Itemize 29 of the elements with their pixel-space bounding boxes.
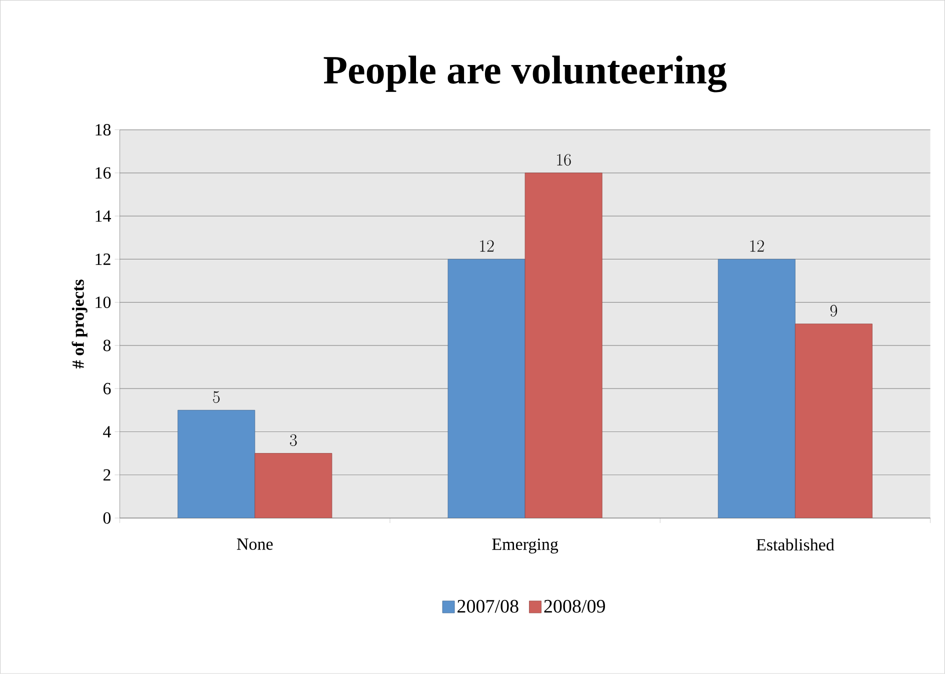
data-label: 3: [290, 434, 297, 446]
y-tick-label: 8: [103, 340, 111, 352]
data-label: 9: [830, 305, 838, 317]
chart-title: People are volunteering: [324, 56, 727, 92]
bar: [448, 259, 526, 518]
y-tick-label: 16: [96, 167, 111, 179]
data-label: 16: [557, 154, 571, 166]
legend-label: 2008/09: [544, 600, 605, 613]
y-tick-label: 12: [96, 254, 110, 265]
y-tick-label: 2: [103, 469, 110, 481]
legend-label: 2007/08: [458, 600, 518, 613]
x-tick-label: None: [236, 538, 273, 550]
x-tick-label: Established: [756, 538, 834, 551]
y-tick-label: 18: [96, 124, 111, 136]
bar: [795, 324, 872, 518]
y-tick-label: 4: [103, 426, 111, 438]
x-tick-label: Emerging: [492, 538, 558, 554]
bar: [254, 453, 332, 518]
y-tick-label: 6: [103, 382, 111, 394]
y-tick-label: 0: [103, 512, 111, 524]
bar: [178, 410, 256, 518]
y-tick-label: 14: [96, 210, 111, 222]
y-axis-title: # of projects: [72, 280, 88, 368]
bar: [524, 172, 602, 518]
data-label: 5: [213, 391, 220, 404]
data-label: 12: [750, 240, 764, 252]
data-label: 12: [480, 240, 494, 252]
y-tick-label: 10: [96, 296, 111, 308]
bar: [718, 259, 796, 518]
